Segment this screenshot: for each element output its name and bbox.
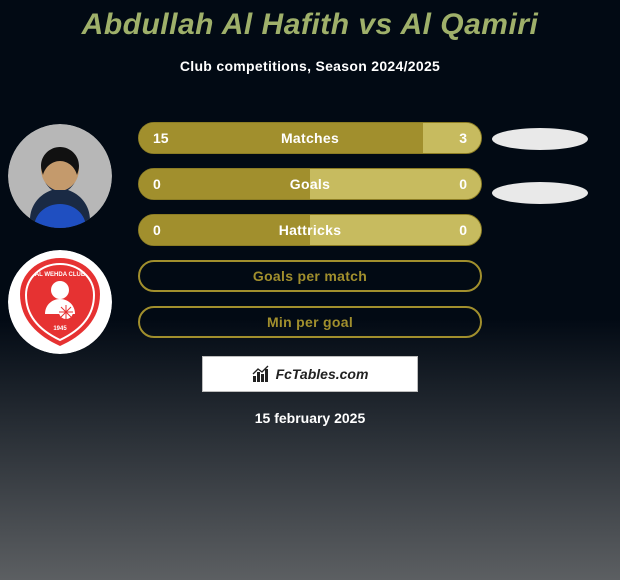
stat-row: 153Matches: [138, 122, 482, 154]
watermark-badge: FcTables.com: [202, 356, 418, 392]
svg-text:1945: 1945: [53, 326, 67, 332]
bar-chart-icon: [252, 365, 270, 383]
watermark-text: FcTables.com: [276, 366, 369, 382]
decoration-ellipse: [492, 128, 588, 150]
stat-row: 00Goals: [138, 168, 482, 200]
player-1-avatar: [8, 124, 112, 228]
svg-text:AL WEHDA CLUB: AL WEHDA CLUB: [35, 272, 86, 278]
date-text: 15 february 2025: [0, 410, 620, 426]
comparison-card: Abdullah Al Hafith vs Al Qamiri Club com…: [0, 0, 620, 580]
player-silhouette-icon: [8, 124, 112, 228]
stat-label: Matches: [139, 123, 481, 153]
stat-label: Goals per match: [140, 262, 480, 290]
subtitle: Club competitions, Season 2024/2025: [0, 58, 620, 74]
stat-label: Min per goal: [140, 308, 480, 336]
stat-label: Goals: [139, 169, 481, 199]
decoration-ellipse: [492, 182, 588, 204]
stat-row: 00Hattricks: [138, 214, 482, 246]
stats-rows: 153Matches 00Goals 00Hattricks Goals per ma…: [138, 122, 482, 352]
avatars-column: AL WEHDA CLUB 1945: [8, 124, 112, 354]
page-title: Abdullah Al Hafith vs Al Qamiri: [0, 0, 620, 42]
stat-row: Min per goal: [138, 306, 482, 338]
stat-label: Hattricks: [139, 215, 481, 245]
player-2-avatar: AL WEHDA CLUB 1945: [8, 250, 112, 354]
stat-row: Goals per match: [138, 260, 482, 292]
decoration-column: [492, 128, 588, 236]
club-badge-icon: AL WEHDA CLUB 1945: [8, 250, 112, 354]
